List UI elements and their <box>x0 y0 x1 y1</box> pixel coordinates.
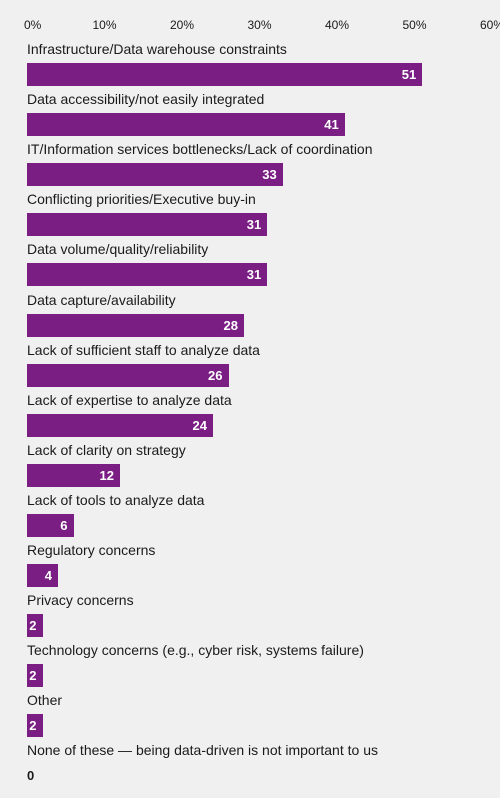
category-label: Other <box>27 692 63 709</box>
bar-value-label: 26 <box>208 367 223 383</box>
x-tick-label: 50% <box>402 18 427 32</box>
bar <box>27 363 229 387</box>
category-label: Technology concerns (e.g., cyber risk, s… <box>27 642 364 659</box>
category-label: Lack of sufficient staff to analyze data <box>27 341 260 358</box>
x-tick-label: 40% <box>324 18 350 32</box>
bar <box>27 664 43 688</box>
category-label: Lack of expertise to analyze data <box>27 391 232 408</box>
bar <box>27 513 74 537</box>
bar <box>27 63 423 86</box>
category-label: Privacy concerns <box>27 592 134 609</box>
category-label: Lack of tools to analyze data <box>27 491 205 508</box>
bar-value-label: 12 <box>99 467 114 483</box>
bar-value-label: 2 <box>29 718 37 734</box>
bar-value-label: 31 <box>246 217 262 233</box>
bar-value-label: 41 <box>324 117 339 133</box>
category-label: IT/Information services bottlenecks/Lack… <box>27 141 373 158</box>
bar-value-label: 2 <box>29 618 37 634</box>
x-tick-label: 0% <box>24 18 42 32</box>
bar-value-label: 6 <box>60 517 68 533</box>
bar <box>27 313 244 337</box>
bar-value-label: 31 <box>246 267 262 283</box>
bar <box>27 113 345 137</box>
bar-value-label: 28 <box>223 317 238 333</box>
category-label: Data accessibility/not easily integrated <box>27 91 265 108</box>
bar <box>27 413 213 437</box>
bar <box>27 614 43 638</box>
category-label: None of these — being data-driven is not… <box>27 742 378 759</box>
bar-value-label: 2 <box>29 668 37 684</box>
x-tick-label: 30% <box>247 18 272 32</box>
category-label: Lack of clarity on strategy <box>27 441 186 458</box>
x-tick-label: 20% <box>169 18 195 32</box>
category-label: Regulatory concerns <box>27 542 156 558</box>
category-label: Data capture/availability <box>27 291 176 308</box>
category-label: Conflicting priorities/Executive buy-in <box>27 191 256 208</box>
bar <box>27 714 43 738</box>
bar <box>27 213 268 237</box>
bar-value-label: 33 <box>262 167 277 183</box>
bar-value-label: 0 <box>27 768 35 784</box>
bar-value-label: 24 <box>192 417 207 433</box>
category-label: Data volume/quality/reliability <box>27 241 209 258</box>
bar <box>27 463 120 487</box>
bar <box>27 163 283 187</box>
bar-value-label: 4 <box>44 568 52 583</box>
bar <box>27 564 58 587</box>
category-label: Infrastructure/Data warehouse constraint… <box>27 41 287 57</box>
x-tick-label: 10% <box>92 18 117 32</box>
x-tick-label: 60% <box>479 18 500 32</box>
bar <box>27 263 268 287</box>
bar-value-label: 51 <box>401 67 417 82</box>
